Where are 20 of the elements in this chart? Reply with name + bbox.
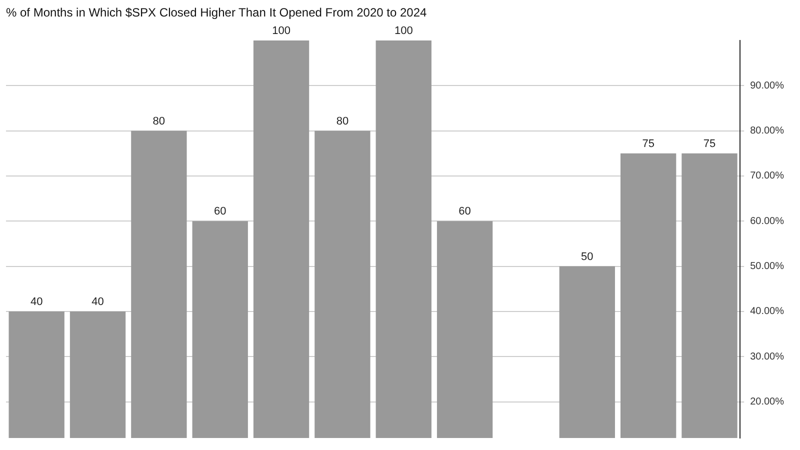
y-tick-label: 20.00%	[750, 396, 784, 408]
data-label: 80	[336, 115, 349, 128]
data-label: 75	[703, 138, 716, 150]
y-tick-label: 30.00%	[750, 351, 784, 362]
y-tick-label: 60.00%	[750, 216, 784, 227]
data-label: 60	[214, 206, 226, 218]
data-label: 100	[394, 24, 413, 37]
y-tick-label: 40.00%	[750, 306, 784, 318]
data-label: 40	[30, 296, 43, 308]
y-tick-label: 90.00%	[750, 80, 784, 92]
y-tick-label: 50.00%	[750, 261, 784, 272]
data-label: 80	[152, 115, 166, 128]
data-label: 75	[642, 138, 654, 150]
data-label: 60	[458, 206, 471, 218]
data-label: 50	[581, 250, 594, 263]
data-label: 100	[272, 24, 290, 37]
chart-title: % of Months in Which $SPX Closed Higher Than It Opened From 2020 to 2024	[6, 6, 427, 20]
y-tick-label: 80.00%	[750, 126, 784, 137]
data-label: 40	[92, 296, 104, 308]
y-tick-label: 70.00%	[750, 170, 784, 182]
